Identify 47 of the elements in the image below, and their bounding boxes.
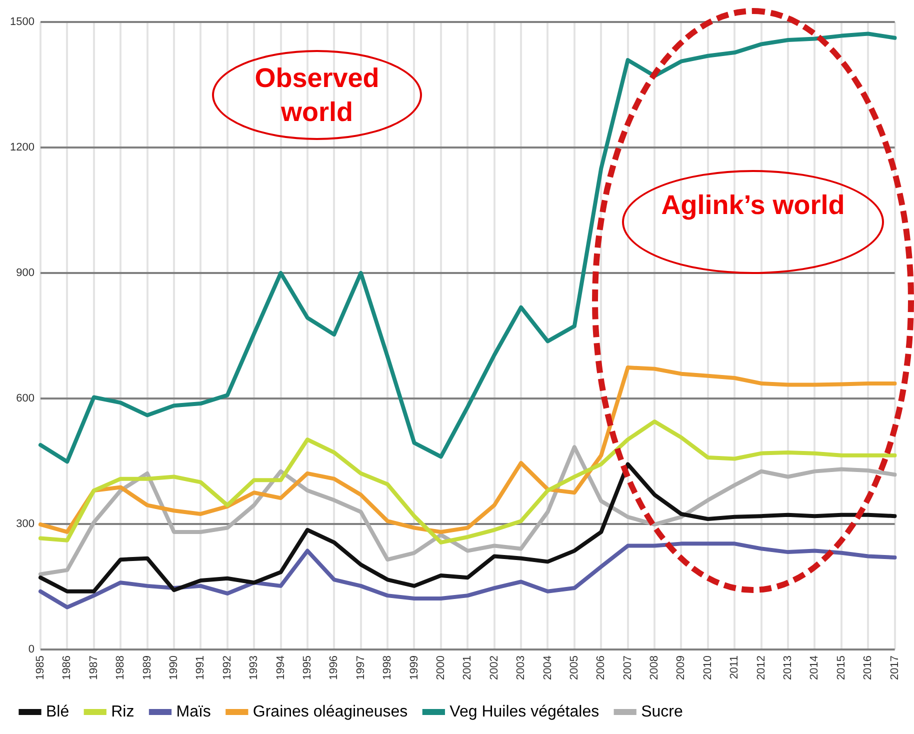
x-tick-label: 2007 (622, 656, 634, 680)
x-tick-label: 2005 (568, 656, 580, 680)
x-tick-label: 2004 (542, 656, 554, 680)
x-tick-label: 1989 (141, 656, 154, 680)
x-tick-label: 2010 (702, 656, 714, 680)
legend-label: Sucre (641, 703, 683, 720)
x-tick-label: 1996 (328, 656, 340, 680)
annotation: Observed world (254, 62, 380, 129)
x-tick-label: 1987 (88, 656, 100, 680)
x-tick-label: 1998 (382, 656, 394, 680)
x-tick-label: 1999 (408, 656, 420, 680)
x-tick-label: 2006 (595, 656, 608, 680)
x-tick-label: 2012 (755, 656, 768, 680)
y-tick-label: 300 (16, 518, 34, 530)
x-tick-label: 2008 (648, 656, 661, 680)
x-tick-label: 1988 (114, 656, 127, 680)
y-tick-label: 1500 (10, 16, 34, 28)
x-tick-label: 1994 (274, 656, 287, 680)
x-tick-label: 2016 (862, 656, 874, 680)
legend-label: Graines oléagineuses (252, 703, 408, 720)
x-tick-label: 2003 (515, 656, 528, 680)
x-tick-label: 2011 (728, 656, 741, 680)
legend-label: Maïs (176, 703, 211, 720)
legend-label: Blé (46, 703, 70, 720)
x-tick-label: 2009 (675, 656, 688, 680)
legend-label: Riz (111, 703, 134, 720)
x-tick-label: 2014 (808, 656, 821, 680)
x-tick-label: 2001 (462, 656, 474, 680)
legend-label: Veg Huiles végétales (450, 703, 600, 720)
x-tick-label: 2015 (835, 656, 848, 680)
x-tick-label: 1990 (168, 656, 180, 680)
y-tick-label: 600 (16, 392, 34, 405)
y-tick-label: 1200 (10, 142, 34, 154)
annotation: Aglink’s world (660, 189, 846, 222)
y-tick-label: 900 (16, 267, 34, 280)
x-tick-label: 1993 (248, 656, 260, 680)
x-tick-label: 2017 (888, 656, 901, 680)
x-tick-label: 2000 (434, 656, 447, 680)
x-tick-label: 1985 (34, 656, 46, 680)
x-tick-label: 1997 (354, 656, 367, 680)
x-tick-label: 1991 (194, 656, 207, 680)
x-tick-label: 2002 (488, 656, 500, 680)
x-tick-label: 1992 (221, 656, 234, 680)
x-tick-label: 2013 (782, 656, 794, 680)
x-tick-label: 1986 (61, 656, 74, 680)
x-tick-label: 1995 (301, 656, 314, 680)
y-tick-label: 0 (28, 644, 34, 656)
